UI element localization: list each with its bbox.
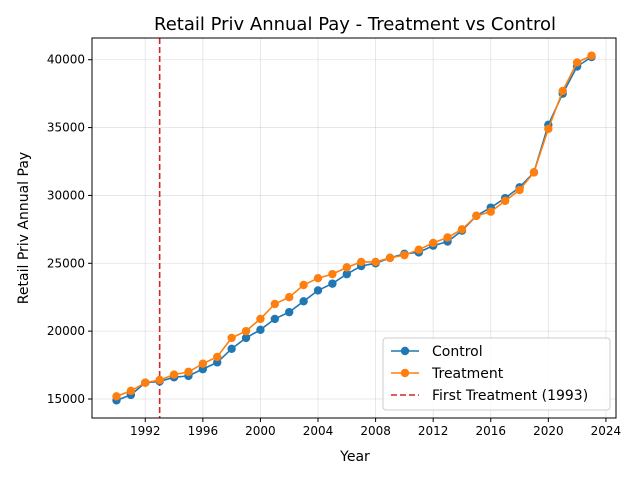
legend-item: First Treatment (1993): [391, 388, 588, 404]
treatment-point: [385, 253, 395, 263]
treatment-point: [342, 263, 352, 272]
chart-title: Retail Priv Annual Pay - Treatment vs Co…: [154, 14, 556, 35]
treatment-point: [587, 51, 596, 60]
treatment-point: [328, 269, 337, 279]
treatment-point: [112, 392, 121, 401]
x-tick-label: 2020: [533, 424, 564, 438]
y-tick-label: 20000: [47, 324, 85, 338]
x-tick-label: 2000: [245, 424, 276, 438]
treatment-point: [126, 386, 136, 396]
treatment-point: [356, 257, 366, 267]
treatment-point: [256, 314, 265, 324]
treatment-point: [544, 124, 553, 134]
y-tick-label: 25000: [47, 256, 85, 270]
treatment-point: [529, 168, 539, 177]
control-point: [313, 286, 323, 295]
series-treatment: [112, 51, 596, 401]
control-point: [256, 325, 265, 334]
treatment-line: [116, 54, 592, 398]
treatment-point: [572, 58, 582, 67]
treatment-point: [299, 280, 308, 290]
treatment-point: [155, 375, 164, 385]
control-line: [116, 56, 592, 402]
legend-box: [382, 337, 611, 411]
y-tick-label: 40000: [47, 53, 85, 67]
x-axis-label: Year: [339, 449, 370, 465]
x-tick-label: 2016: [475, 424, 506, 438]
treatment-point: [486, 207, 495, 216]
treatment-point: [184, 367, 193, 377]
legend-swatch-marker: [400, 346, 410, 356]
x-tick-label: 2012: [418, 424, 449, 438]
legend: Control Treatment First Treatment (1993): [382, 337, 611, 411]
treatment-point: [213, 352, 222, 362]
treatment-point: [558, 86, 567, 96]
legend-label: Control: [432, 344, 483, 360]
treatment-point: [241, 326, 251, 336]
treatment-point: [227, 333, 236, 343]
control-point: [270, 314, 280, 324]
plot-area-frame: [91, 37, 617, 419]
legend-item: Treatment: [391, 366, 504, 382]
treatment-point: [285, 293, 294, 302]
y-axis: 15000 20000 25000 30000 35000 40000: [47, 53, 92, 406]
grid: [92, 38, 616, 418]
treatment-point: [270, 299, 280, 309]
x-tick-label: 2024: [591, 424, 622, 438]
x-tick-label: 1992: [130, 424, 161, 438]
control-point: [285, 307, 294, 317]
treatment-point: [515, 185, 524, 195]
treatment-point: [414, 245, 423, 254]
treatment-point: [169, 370, 179, 379]
x-tick-label: 1996: [188, 424, 219, 438]
control-point: [299, 297, 308, 306]
control-point: [342, 269, 352, 279]
y-tick-label: 15000: [47, 392, 85, 406]
treatment-point: [428, 238, 438, 248]
legend-item: Control: [391, 344, 483, 360]
legend-swatch-marker: [400, 368, 410, 378]
x-tick-label: 2004: [303, 424, 334, 438]
y-tick-label: 35000: [47, 121, 85, 135]
control-point: [328, 279, 337, 288]
x-tick-label: 2008: [360, 424, 391, 438]
control-point: [241, 333, 251, 343]
y-tick-label: 30000: [47, 188, 85, 202]
series-group: [112, 51, 596, 405]
legend-label: First Treatment (1993): [432, 388, 588, 404]
treatment-point: [400, 250, 409, 260]
legend-label: Treatment: [431, 366, 504, 382]
y-axis-label: Retail Priv Annual Pay: [16, 152, 32, 304]
treatment-point: [443, 233, 452, 242]
treatment-point: [371, 257, 380, 267]
treatment-point: [472, 211, 481, 220]
x-axis: 1992 1996 2000 2004 2008 2012 2016 2020 2024: [130, 418, 621, 438]
treatment-point: [141, 378, 150, 387]
control-point: [227, 344, 236, 353]
treatment-point: [500, 196, 510, 206]
treatment-point: [457, 225, 467, 234]
treatment-point: [198, 359, 208, 368]
treatment-point: [313, 274, 323, 283]
